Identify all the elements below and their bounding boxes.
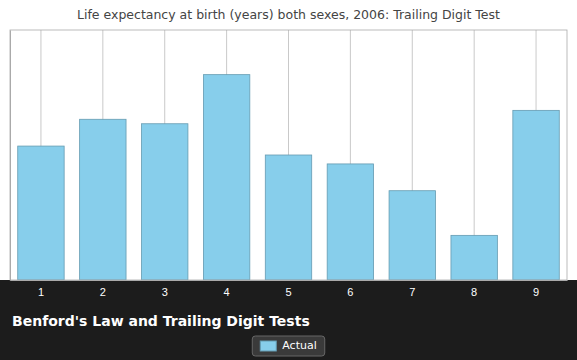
- x-tick: 9: [533, 280, 539, 298]
- x-tick-label: 5: [285, 286, 291, 298]
- legend-box: [252, 336, 324, 356]
- y-axis: [10, 31, 11, 281]
- subtitle: Benford's Law and Trailing Digit Tests: [12, 313, 310, 329]
- y-axis-line: [10, 31, 11, 281]
- bars: [18, 75, 560, 280]
- x-tick-label: 3: [162, 286, 168, 298]
- bar: [203, 75, 249, 280]
- x-tick: 6: [347, 280, 353, 298]
- x-tick: 8: [471, 280, 477, 298]
- bar: [80, 119, 126, 280]
- legend: Actual: [252, 336, 324, 356]
- legend-label: Actual: [282, 339, 316, 352]
- page-background: [0, 0, 577, 360]
- plot-frame: [10, 30, 567, 280]
- x-tick: 5: [285, 280, 291, 298]
- chart-background: [0, 0, 577, 280]
- bar: [142, 124, 188, 280]
- x-tick-label: 9: [533, 286, 539, 298]
- x-tick: 4: [224, 280, 230, 298]
- x-axis-line: [11, 280, 568, 281]
- bar: [451, 235, 497, 280]
- x-tick-label: 1: [38, 286, 44, 298]
- grid: [41, 30, 536, 280]
- bar: [389, 191, 435, 280]
- x-tick-label: 8: [471, 286, 477, 298]
- x-tick-label: 2: [100, 286, 106, 298]
- title: Life expectancy at birth (years) both se…: [77, 7, 500, 22]
- bar: [513, 110, 559, 280]
- x-tick: 1: [38, 280, 44, 298]
- x-tick-label: 7: [409, 286, 415, 298]
- x-tick-label: 4: [224, 286, 230, 298]
- legend-swatch: [260, 341, 276, 351]
- plot: 1 2 3 4 5 6 7 8 9: [10, 30, 568, 298]
- chart: 1 2 3 4 5 6 7 8 9 Life expectancy at birth (years…: [0, 0, 577, 360]
- x-tick: 2: [100, 280, 106, 298]
- bar: [265, 155, 311, 280]
- x-axis: 1 2 3 4 5 6 7 8 9: [11, 280, 568, 298]
- bar: [327, 164, 373, 280]
- x-tick: 3: [162, 280, 168, 298]
- bar: [18, 146, 64, 280]
- x-tick-label: 6: [347, 286, 353, 298]
- x-tick: 7: [409, 280, 415, 298]
